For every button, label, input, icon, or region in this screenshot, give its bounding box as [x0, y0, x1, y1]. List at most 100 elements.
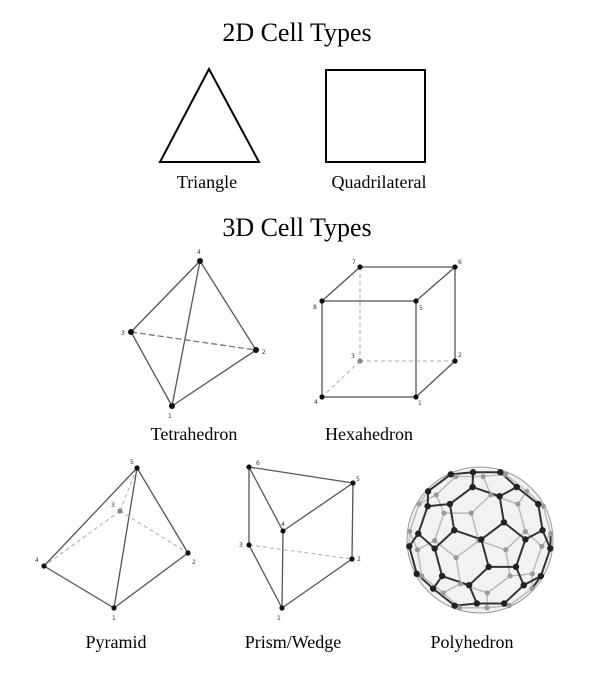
polyhedron-vertex — [507, 573, 513, 579]
hexahedron-caption: Hexahedron — [325, 424, 413, 444]
polyhedron-vertex — [539, 543, 545, 549]
pyramid-hidden-edges — [43, 467, 189, 567]
polyhedron-edge — [490, 494, 519, 505]
polyhedron-edge — [504, 473, 528, 492]
polyhedron-vertex — [537, 572, 545, 580]
polyhedron-edge — [503, 584, 525, 605]
polyhedron-edge — [432, 587, 456, 607]
polyhedron-edge — [427, 473, 452, 493]
polyhedron-edge — [455, 557, 462, 584]
hexahedron-vertex-label-2: 2 — [458, 352, 462, 359]
polyhedron-edge — [517, 503, 527, 532]
polyhedron-shape — [406, 466, 554, 614]
prism-vertex-label-1: 1 — [277, 615, 281, 622]
quadrilateral-shape — [325, 69, 426, 163]
polyhedron-edge — [453, 529, 482, 541]
tetrahedron-vertex-label-3: 3 — [121, 330, 125, 337]
polyhedron-vertex — [424, 488, 432, 495]
tetrahedron-shape — [130, 260, 257, 407]
polyhedron-edge — [523, 575, 542, 587]
pyramid-vertex-label-4: 4 — [35, 557, 39, 564]
polyhedron-edge — [505, 530, 526, 551]
hexahedron-vertex-label-8: 8 — [313, 304, 317, 311]
polyhedron-vertex — [488, 492, 494, 498]
prism-vertices — [246, 464, 356, 611]
polyhedron-vertex — [415, 530, 422, 537]
polyhedron-vertex — [446, 500, 454, 508]
polyhedron-vertex — [547, 545, 554, 552]
polyhedron-vertex — [496, 493, 503, 500]
polyhedron-edge — [435, 494, 445, 514]
polyhedron-edge — [433, 529, 455, 550]
polyhedron-edge — [441, 575, 470, 587]
polyhedron-vertex — [457, 581, 463, 587]
polyhedron-vertex — [548, 531, 554, 537]
polyhedron-edge — [417, 539, 435, 551]
polyhedron-edge — [468, 584, 478, 604]
tetrahedron-vertex-label-4: 4 — [197, 249, 201, 256]
polyhedron-edge — [449, 486, 474, 505]
polyhedron-vertex — [522, 528, 528, 535]
prism-vertex-label-5: 5 — [356, 476, 360, 483]
polyhedron-edge — [480, 539, 490, 568]
hexahedron-vertex-label-7: 7 — [352, 259, 356, 266]
pyramid-vertex-label-3: 3 — [111, 502, 115, 509]
heading-3d-cell-types: 3D Cell Types — [222, 213, 372, 242]
polyhedron-vertex — [500, 519, 508, 526]
polyhedron-edge — [455, 540, 480, 559]
polyhedron-vertex — [441, 510, 447, 516]
polyhedron-vertex — [524, 488, 530, 494]
polyhedron-vertex — [484, 590, 491, 596]
polyhedron-edge — [516, 486, 539, 505]
polyhedron-edge — [442, 583, 461, 594]
polyhedron-edge — [524, 529, 544, 541]
polyhedron-edge — [480, 521, 505, 541]
polyhedron-edge — [433, 548, 444, 577]
polyhedron-vertex — [469, 469, 477, 476]
polyhedron-edge — [537, 503, 544, 531]
polyhedron-edge — [468, 566, 490, 586]
polyhedron-edge — [448, 503, 456, 531]
quadrilateral-caption: Quadrilateral — [331, 172, 427, 192]
polyhedron-edge — [478, 539, 507, 551]
polyhedron-edge — [499, 486, 518, 498]
polyhedron-edge — [498, 496, 505, 523]
polyhedron-vertex — [406, 543, 413, 550]
pyramid-shape — [43, 467, 189, 609]
polyhedron-edge — [539, 548, 552, 577]
polyhedron-vertex — [453, 554, 459, 561]
polyhedron-vertex — [520, 581, 527, 589]
polyhedron-vertex — [407, 528, 413, 535]
tetrahedron-caption: Tetrahedron — [150, 424, 238, 444]
polyhedron-vertex — [431, 545, 438, 552]
polyhedron-edge — [421, 575, 444, 594]
pyramid-vertex-label-5: 5 — [130, 459, 134, 466]
polyhedron-vertex — [457, 605, 463, 611]
polyhedron-vertex — [484, 605, 490, 611]
polyhedron-vertex — [497, 469, 504, 476]
polyhedron-edge — [515, 539, 527, 568]
polyhedron-edge — [470, 494, 492, 514]
polyhedron-vertex — [539, 527, 546, 534]
hexahedron-vertex-label-4: 4 — [314, 399, 318, 406]
polyhedron-vertex — [529, 571, 535, 577]
hexahedron-vertex-label-6: 6 — [458, 259, 462, 266]
polyhedron-edge — [454, 602, 477, 607]
pyramid-vertices — [41, 465, 191, 611]
polyhedron-edge — [503, 521, 527, 541]
polyhedron-edge — [505, 549, 511, 577]
triangle-caption: Triangle — [176, 172, 238, 192]
polyhedron-vertex — [529, 586, 535, 592]
polyhedron-edge — [531, 546, 543, 575]
polyhedron-vertex — [413, 570, 420, 578]
polyhedron-vertex — [447, 471, 454, 478]
prism-vertex-label-4: 4 — [281, 521, 285, 528]
polyhedron-vertex — [480, 473, 486, 480]
polyhedron-edge — [515, 566, 525, 586]
hexahedron-vertex-label-3: 3 — [351, 353, 355, 360]
tetrahedron-vertex-label-1: 1 — [168, 413, 172, 420]
hexahedron-vertices — [319, 264, 458, 400]
polyhedron-edge — [508, 588, 533, 607]
polyhedron-edge — [417, 532, 436, 550]
